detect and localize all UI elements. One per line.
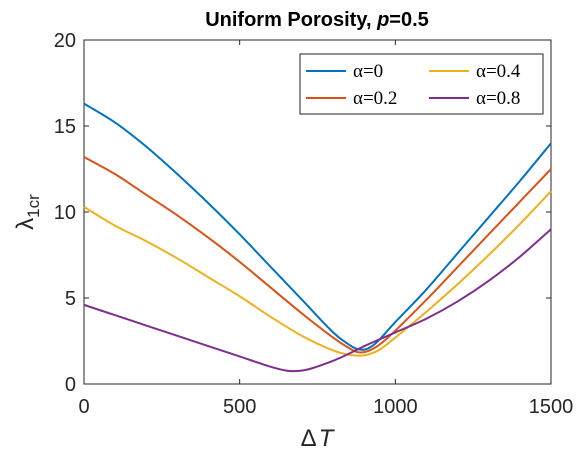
- y-tick-label: 5: [65, 288, 76, 310]
- series-line-0: [83, 102, 552, 351]
- y-axis-label-subscript: 1cr: [24, 194, 43, 218]
- chart-title: Uniform Porosity, p=0.5: [205, 9, 429, 31]
- legend-label-3: α=0.8: [476, 88, 520, 109]
- legend-label-0: α=0: [353, 61, 383, 82]
- x-tick-label: 500: [223, 396, 256, 418]
- x-axis-label-symbol: Δ: [301, 425, 317, 451]
- y-tick-label: 0: [65, 374, 76, 396]
- chart-title-variable: p: [376, 9, 389, 31]
- x-tick-label: 1000: [373, 396, 418, 418]
- chart-title-value: =0.5: [389, 9, 428, 31]
- series-layer: [83, 102, 552, 373]
- legend-label-1: α=0.2: [353, 88, 397, 109]
- chart-title-text: Uniform Porosity,: [205, 9, 377, 31]
- y-axis-label-symbol: λ: [12, 218, 39, 230]
- series-line-1: [83, 156, 552, 354]
- x-axis-label-variable: T: [319, 425, 336, 451]
- y-tick-label: 10: [54, 202, 76, 224]
- legend-box: [299, 53, 544, 115]
- legend-label-2: α=0.4: [476, 61, 521, 82]
- legend: α=0 α=0.2 α=0.4 α=0.8: [299, 53, 544, 115]
- series-line-3: [83, 228, 552, 373]
- axis-ticks: 0 500 1000 1500 0 5 10 15 20: [54, 30, 574, 418]
- x-axis-label: ΔT: [301, 425, 336, 451]
- y-tick-label: 15: [54, 116, 76, 138]
- x-tick-label: 1500: [529, 396, 574, 418]
- y-axis-label: λ1cr: [12, 194, 43, 230]
- y-tick-label: 20: [54, 30, 76, 52]
- x-tick-label: 0: [78, 396, 89, 418]
